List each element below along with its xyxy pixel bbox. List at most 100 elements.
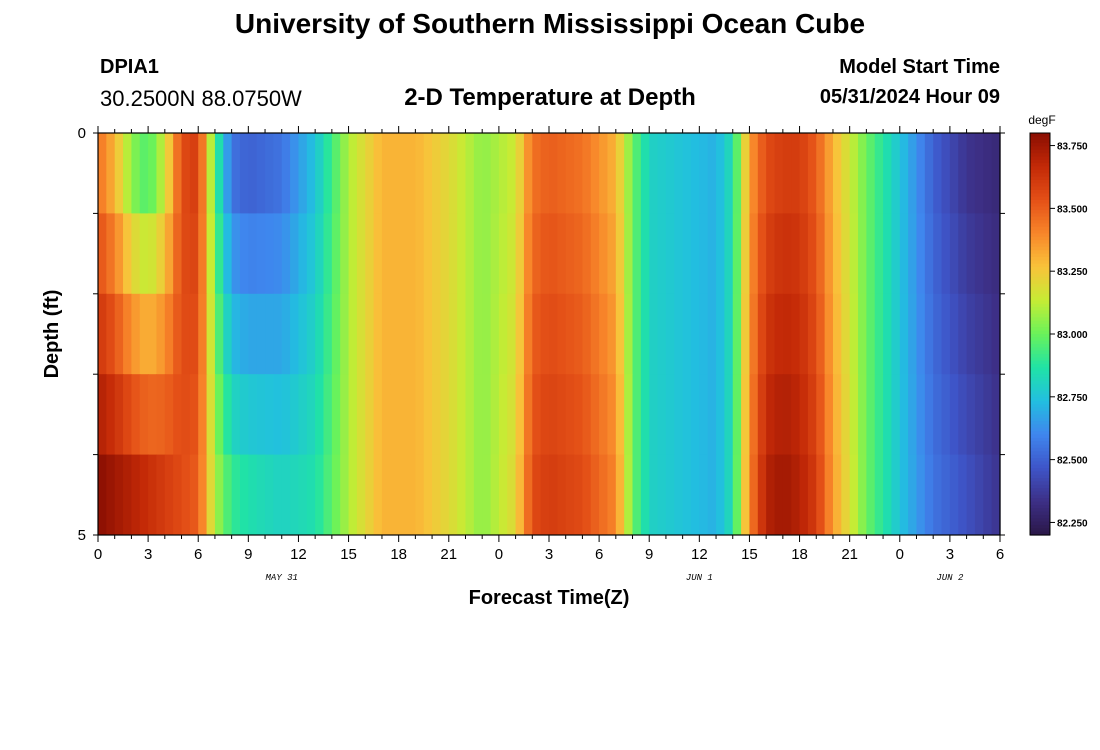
colorbar-band — [1030, 350, 1050, 355]
heatmap-cell — [549, 133, 558, 214]
heatmap-cell — [699, 374, 709, 455]
heatmap-cell — [348, 374, 358, 455]
heatmap-cell — [390, 454, 400, 536]
x-axis: 0 3 6 9 12 15 18 21 0 3 6 9 12 15 18 21 0 3 6 MAY 31 JUN 1 JU… — [94, 126, 1004, 583]
heatmap-cell — [607, 293, 617, 375]
heatmap-cell — [924, 293, 934, 375]
heatmap-cell — [866, 374, 876, 455]
colorbar-tick-label: 83.750 — [1057, 142, 1088, 153]
heatmap-cell — [198, 213, 208, 295]
heatmap-cell — [582, 374, 592, 455]
heatmap-cell — [198, 133, 208, 214]
heatmap-cell — [991, 293, 1001, 375]
heatmap-cell — [457, 213, 467, 295]
heatmap-cell — [423, 454, 433, 536]
colorbar-band — [1030, 461, 1050, 466]
heatmap-cell — [824, 133, 834, 214]
heatmap-cell — [381, 133, 391, 214]
heatmap-cell — [306, 213, 316, 295]
heatmap-cell — [490, 374, 500, 455]
colorbar-tick-label: 83.250 — [1057, 267, 1088, 278]
heatmap-cell — [924, 454, 934, 536]
heatmap-cell — [98, 454, 107, 536]
heatmap-cell — [724, 454, 734, 536]
colorbar-band — [1030, 273, 1050, 278]
heatmap-cell — [674, 213, 684, 295]
heatmap-cell — [206, 133, 216, 214]
colorbar-band — [1030, 166, 1050, 171]
heatmap-cell — [624, 454, 634, 536]
heatmap-cell — [991, 213, 1001, 295]
heatmap-cell — [866, 293, 876, 375]
colorbar-band — [1030, 330, 1050, 335]
colorbar-band — [1030, 434, 1050, 439]
heatmap-cell — [515, 133, 525, 214]
heatmap-cell — [624, 213, 634, 295]
heatmap-cell — [699, 133, 709, 214]
heatmap-cell — [507, 374, 517, 455]
heatmap-cell — [824, 374, 834, 455]
heatmap-cell — [665, 454, 675, 536]
heatmap-cell — [607, 454, 617, 536]
x-tick-label: 21 — [841, 546, 858, 563]
heatmap-cell — [139, 293, 149, 375]
heatmap-cell — [348, 213, 358, 295]
heatmap-cell — [273, 293, 283, 375]
heatmap-cell — [298, 374, 308, 455]
heatmap-cell — [766, 374, 776, 455]
heatmap-cell — [974, 213, 984, 295]
heatmap-cell — [206, 213, 216, 295]
colorbar-band — [1030, 431, 1050, 436]
heatmap-cell — [974, 133, 984, 214]
heatmap-cell — [507, 133, 517, 214]
heatmap-cell — [649, 293, 659, 375]
heatmap-cell — [816, 374, 826, 455]
colorbar-band — [1030, 313, 1050, 318]
heatmap-cell — [256, 213, 266, 295]
heatmap-cell — [716, 374, 725, 455]
heatmap-cell — [640, 293, 650, 375]
heatmap-cell — [782, 133, 792, 214]
heatmap-cell — [381, 374, 391, 455]
heatmap-cell — [941, 293, 951, 375]
colorbar-band — [1030, 531, 1050, 536]
heatmap-cell — [532, 133, 542, 214]
heatmap-cell — [916, 293, 926, 375]
heatmap-cell — [590, 454, 600, 536]
heatmap-cell — [682, 374, 692, 455]
heatmap-cell — [924, 133, 934, 214]
heatmap-cell — [139, 133, 149, 214]
heatmap-cell — [741, 374, 751, 455]
heatmap-cell — [866, 133, 876, 214]
colorbar-band — [1030, 468, 1050, 472]
heatmap-cell — [265, 293, 274, 375]
colorbar-band — [1030, 334, 1050, 338]
colorbar-tick-label: 82.250 — [1057, 518, 1088, 529]
heatmap-cell — [983, 374, 993, 455]
heatmap-cell — [348, 293, 358, 375]
heatmap-cell — [106, 293, 116, 375]
heatmap-cell — [782, 454, 792, 536]
heatmap-cell — [189, 293, 199, 375]
heatmap-cell — [448, 293, 458, 375]
heatmap-cell — [273, 213, 283, 295]
heatmap-cell — [732, 374, 742, 455]
heatmap-cell — [189, 454, 199, 536]
heatmap-cell — [632, 454, 642, 536]
heatmap-cell — [841, 293, 851, 375]
heatmap-cell — [941, 374, 951, 455]
heatmap-cell — [716, 133, 725, 214]
heatmap-cell — [657, 213, 667, 295]
heatmap-cell — [974, 374, 984, 455]
heatmap-cell — [223, 133, 233, 214]
heatmap-cell — [164, 454, 174, 536]
heatmap-cell — [223, 293, 233, 375]
heatmap-cell — [690, 293, 700, 375]
heatmap-cell — [983, 213, 993, 295]
heatmap-cell — [432, 293, 442, 375]
colorbar-band — [1030, 303, 1050, 308]
heatmap-cell — [816, 213, 826, 295]
heatmap-cell — [315, 374, 325, 455]
heatmap-cell — [248, 293, 258, 375]
x-tick-label: 9 — [244, 546, 252, 563]
